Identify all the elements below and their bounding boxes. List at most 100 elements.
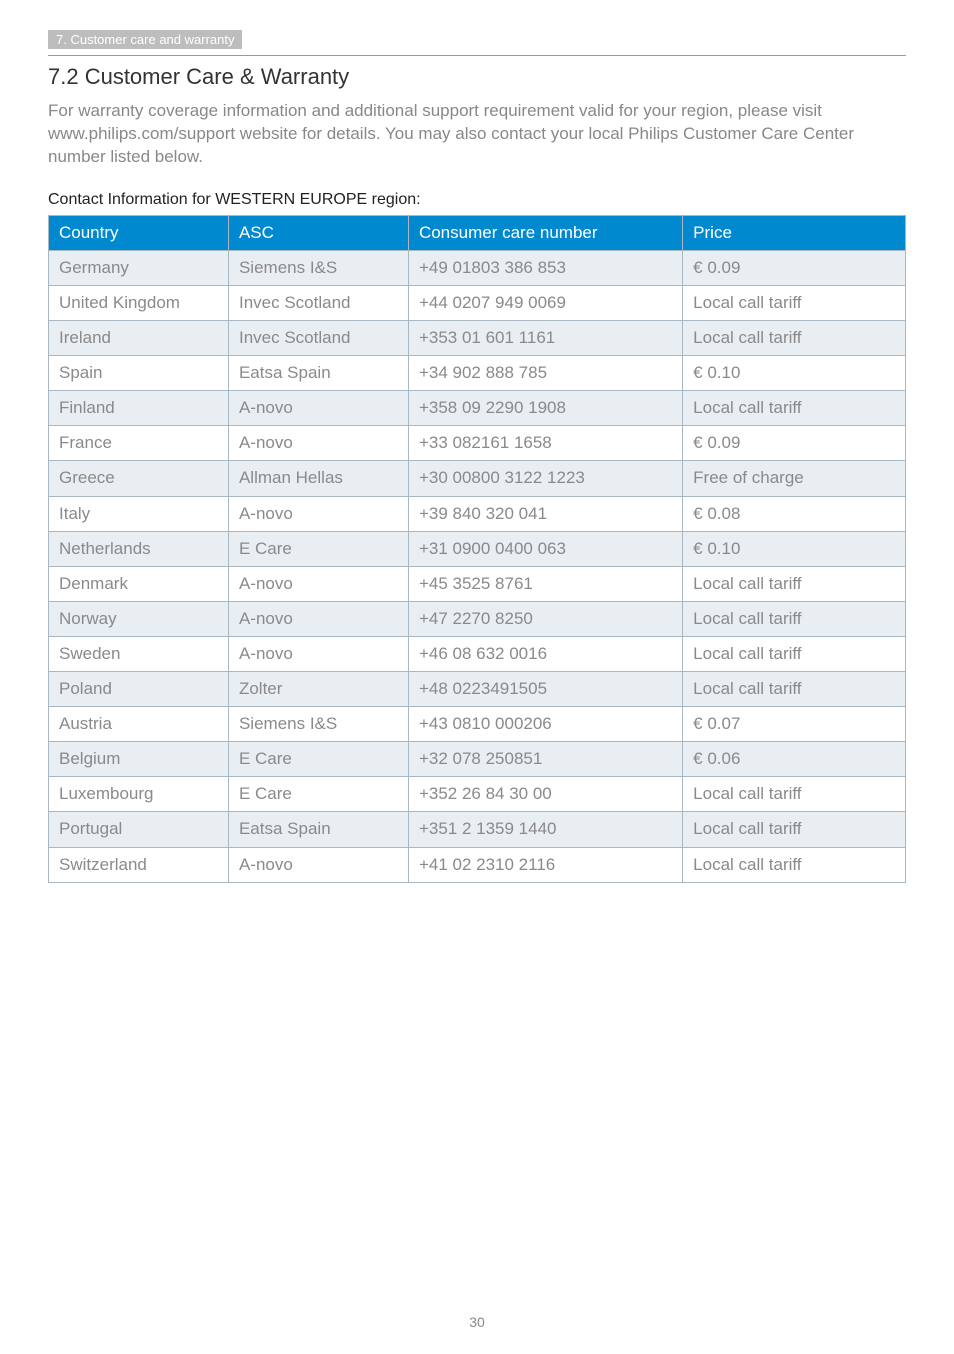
cell-number: +39 840 320 041 — [408, 496, 682, 531]
cell-country: Norway — [49, 601, 229, 636]
cell-asc: Allman Hellas — [228, 461, 408, 496]
table-row: PortugalEatsa Spain+351 2 1359 1440Local… — [49, 812, 906, 847]
col-header-asc: ASC — [228, 215, 408, 250]
cell-number: +353 01 601 1161 — [408, 321, 682, 356]
cell-country: France — [49, 426, 229, 461]
section-divider — [48, 55, 906, 56]
cell-price: € 0.08 — [683, 496, 906, 531]
col-header-number: Consumer care number — [408, 215, 682, 250]
section-title: 7.2 Customer Care & Warranty — [48, 64, 906, 90]
cell-price: Local call tariff — [683, 321, 906, 356]
cell-number: +43 0810 000206 — [408, 707, 682, 742]
breadcrumb: 7. Customer care and warranty — [48, 30, 242, 49]
table-row: GermanySiemens I&S+49 01803 386 853€ 0.0… — [49, 250, 906, 285]
cell-number: +30 00800 3122 1223 — [408, 461, 682, 496]
table-row: United KingdomInvec Scotland+44 0207 949… — [49, 286, 906, 321]
table-row: GreeceAllman Hellas+30 00800 3122 1223Fr… — [49, 461, 906, 496]
cell-country: Portugal — [49, 812, 229, 847]
cell-asc: Invec Scotland — [228, 321, 408, 356]
cell-number: +48 0223491505 — [408, 672, 682, 707]
cell-number: +358 09 2290 1908 — [408, 391, 682, 426]
cell-asc: Eatsa Spain — [228, 812, 408, 847]
cell-country: Sweden — [49, 636, 229, 671]
cell-asc: A-novo — [228, 566, 408, 601]
contact-table: Country ASC Consumer care number Price G… — [48, 215, 906, 883]
cell-asc: A-novo — [228, 636, 408, 671]
cell-asc: A-novo — [228, 496, 408, 531]
cell-country: United Kingdom — [49, 286, 229, 321]
cell-country: Luxembourg — [49, 777, 229, 812]
table-row: NorwayA-novo+47 2270 8250Local call tari… — [49, 601, 906, 636]
cell-price: Local call tariff — [683, 391, 906, 426]
table-row: PolandZolter+48 0223491505Local call tar… — [49, 672, 906, 707]
cell-country: Italy — [49, 496, 229, 531]
page-number: 30 — [0, 1314, 954, 1330]
cell-asc: Siemens I&S — [228, 250, 408, 285]
table-row: SwedenA-novo+46 08 632 0016Local call ta… — [49, 636, 906, 671]
cell-price: € 0.10 — [683, 531, 906, 566]
cell-price: € 0.07 — [683, 707, 906, 742]
cell-country: Denmark — [49, 566, 229, 601]
cell-country: Austria — [49, 707, 229, 742]
table-row: IrelandInvec Scotland+353 01 601 1161Loc… — [49, 321, 906, 356]
cell-country: Belgium — [49, 742, 229, 777]
cell-number: +32 078 250851 — [408, 742, 682, 777]
cell-asc: Zolter — [228, 672, 408, 707]
table-row: DenmarkA-novo+45 3525 8761Local call tar… — [49, 566, 906, 601]
cell-number: +34 902 888 785 — [408, 356, 682, 391]
table-row: SpainEatsa Spain+34 902 888 785€ 0.10 — [49, 356, 906, 391]
cell-asc: E Care — [228, 777, 408, 812]
cell-country: Ireland — [49, 321, 229, 356]
table-row: LuxembourgE Care+352 26 84 30 00Local ca… — [49, 777, 906, 812]
cell-asc: A-novo — [228, 601, 408, 636]
table-row: FranceA-novo+33 082161 1658€ 0.09 — [49, 426, 906, 461]
cell-asc: A-novo — [228, 426, 408, 461]
cell-price: Local call tariff — [683, 777, 906, 812]
cell-country: Spain — [49, 356, 229, 391]
cell-price: Local call tariff — [683, 286, 906, 321]
cell-country: Switzerland — [49, 847, 229, 882]
table-row: NetherlandsE Care+31 0900 0400 063€ 0.10 — [49, 531, 906, 566]
cell-number: +45 3525 8761 — [408, 566, 682, 601]
cell-number: +47 2270 8250 — [408, 601, 682, 636]
cell-number: +351 2 1359 1440 — [408, 812, 682, 847]
cell-price: Local call tariff — [683, 672, 906, 707]
cell-asc: Siemens I&S — [228, 707, 408, 742]
cell-asc: A-novo — [228, 391, 408, 426]
cell-asc: Eatsa Spain — [228, 356, 408, 391]
cell-price: Local call tariff — [683, 847, 906, 882]
cell-price: € 0.09 — [683, 250, 906, 285]
cell-number: +31 0900 0400 063 — [408, 531, 682, 566]
cell-asc: A-novo — [228, 847, 408, 882]
cell-country: Netherlands — [49, 531, 229, 566]
table-row: BelgiumE Care+32 078 250851€ 0.06 — [49, 742, 906, 777]
intro-paragraph: For warranty coverage information and ad… — [48, 100, 906, 169]
table-row: SwitzerlandA-novo+41 02 2310 2116Local c… — [49, 847, 906, 882]
cell-price: Local call tariff — [683, 812, 906, 847]
cell-number: +44 0207 949 0069 — [408, 286, 682, 321]
cell-number: +33 082161 1658 — [408, 426, 682, 461]
cell-number: +352 26 84 30 00 — [408, 777, 682, 812]
cell-price: € 0.10 — [683, 356, 906, 391]
cell-country: Germany — [49, 250, 229, 285]
col-header-price: Price — [683, 215, 906, 250]
table-row: ItalyA-novo+39 840 320 041€ 0.08 — [49, 496, 906, 531]
table-row: AustriaSiemens I&S+43 0810 000206€ 0.07 — [49, 707, 906, 742]
table-row: FinlandA-novo+358 09 2290 1908Local call… — [49, 391, 906, 426]
cell-country: Finland — [49, 391, 229, 426]
cell-number: +49 01803 386 853 — [408, 250, 682, 285]
cell-price: Local call tariff — [683, 601, 906, 636]
cell-price: € 0.06 — [683, 742, 906, 777]
cell-price: Local call tariff — [683, 566, 906, 601]
cell-number: +41 02 2310 2116 — [408, 847, 682, 882]
cell-asc: Invec Scotland — [228, 286, 408, 321]
col-header-country: Country — [49, 215, 229, 250]
table-title: Contact Information for WESTERN EUROPE r… — [48, 191, 906, 209]
cell-price: Local call tariff — [683, 636, 906, 671]
cell-country: Greece — [49, 461, 229, 496]
cell-country: Poland — [49, 672, 229, 707]
cell-number: +46 08 632 0016 — [408, 636, 682, 671]
cell-asc: E Care — [228, 742, 408, 777]
cell-price: Free of charge — [683, 461, 906, 496]
table-header-row: Country ASC Consumer care number Price — [49, 215, 906, 250]
